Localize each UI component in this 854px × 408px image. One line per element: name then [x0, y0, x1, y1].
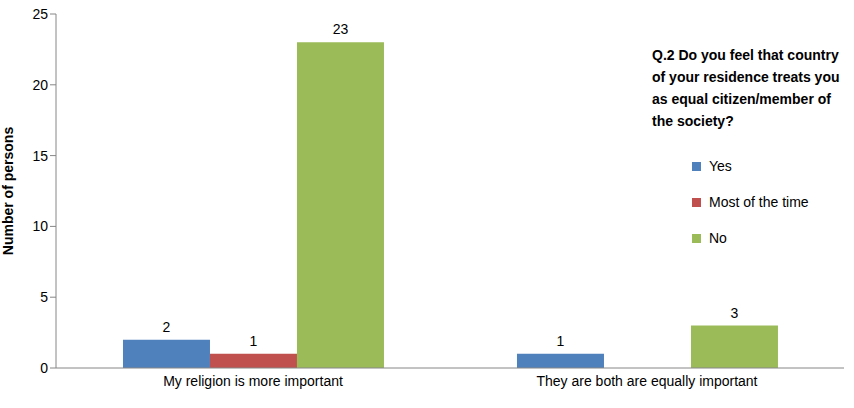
svg-text:5: 5: [40, 289, 48, 305]
html-text:No: No: [709, 230, 727, 246]
html-text:Q.2 Do you feel that country o: Q.2 Do you feel that country of your res…: [652, 47, 840, 129]
html-text:Most of the time: Most of the time: [709, 194, 809, 210]
svg-text:23: 23: [333, 21, 349, 37]
svg-text:10: 10: [32, 218, 48, 234]
svg-text:15: 15: [32, 148, 48, 164]
svg-text:25: 25: [32, 6, 48, 22]
svg-text:1: 1: [250, 333, 258, 349]
svg-text:1: 1: [557, 333, 565, 349]
svg-text:2: 2: [163, 319, 171, 335]
svg-text:They are both are equally impo: They are both are equally important: [536, 373, 757, 389]
html-text:Yes: Yes: [709, 158, 732, 174]
svg-text:3: 3: [731, 305, 739, 321]
svg-text:20: 20: [32, 77, 48, 93]
svg-text:Number of persons: Number of persons: [8, 127, 16, 256]
svg-text:My religion is more important: My religion is more important: [163, 373, 343, 389]
svg-text:0: 0: [40, 360, 48, 376]
